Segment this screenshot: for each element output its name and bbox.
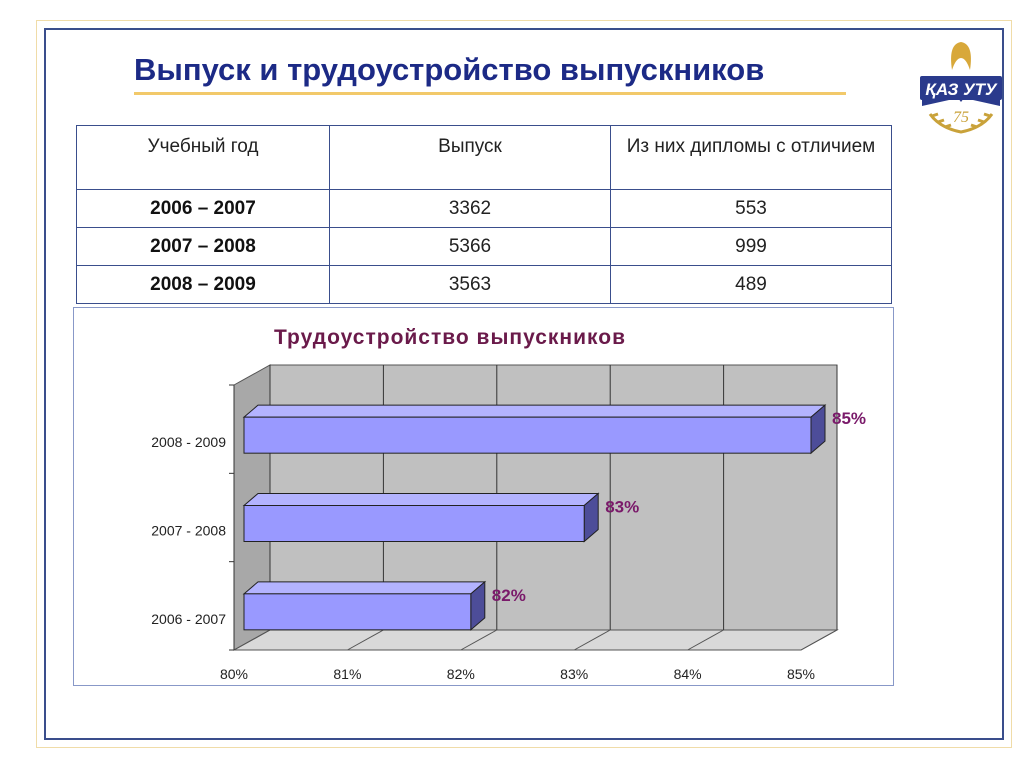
floor-gridline [460,629,498,651]
cell-honors: 489 [610,265,892,304]
chart-floor [232,629,839,651]
floor-gridline [687,629,724,651]
x-tick-label: 85% [787,666,815,682]
logo-text: ҚАЗ УТУ [925,80,997,99]
x-tick-label: 84% [674,666,702,682]
bar [242,404,827,455]
bar-front [243,593,472,631]
cell-graduation: 3563 [329,265,611,304]
floor-gridline [573,629,611,651]
x-tick-label: 82% [447,666,475,682]
bar-top [242,581,487,595]
table-row: 2008 – 2009 3563 489 [76,265,892,304]
inner-frame [44,28,1004,740]
bar-top [242,493,600,506]
chart-title: Трудоустройство выпускников [274,326,626,349]
bar-front [243,505,585,542]
x-tick-label: 81% [333,666,361,682]
data-label: 83% [605,498,639,517]
x-tick-label: 83% [560,666,588,682]
bar [242,580,487,631]
floor-gridline [347,629,384,651]
floor-gridline [800,629,838,651]
cell-year: 2006 – 2007 [76,189,330,228]
bar [242,492,600,543]
table-row: 2006 – 2007 3362 553 [76,189,892,228]
title-underline [134,92,846,95]
cell-honors: 999 [610,227,892,266]
logo-emblem-icon: 75 [920,42,1002,134]
cell-year: 2007 – 2008 [76,227,330,266]
y-category-label: 2008 - 2009 [151,434,226,450]
cell-year: 2008 – 2009 [76,265,330,304]
data-label: 85% [832,409,866,428]
bar-front [243,416,812,454]
cell-graduation: 3362 [329,189,611,228]
logo-badge-number: 75 [953,109,969,126]
cell-graduation: 5366 [329,227,611,266]
university-logo: 75 ҚАЗ УТУ [918,36,1004,140]
bar-top [242,404,827,418]
table-row: 2007 – 2008 5366 999 [76,227,892,266]
graduates-table: Учебный год Выпуск Из них дипломы с отли… [76,125,892,304]
table-header-row: Учебный год Выпуск Из них дипломы с отли… [76,125,892,190]
cell-honors: 553 [610,189,892,228]
header-academic-year: Учебный год [76,125,330,190]
x-tick-label: 80% [220,666,248,682]
y-category-label: 2006 - 2007 [151,611,226,627]
floor-gridline [233,629,271,651]
page-title: Выпуск и трудоустройство выпускников [134,52,765,87]
outer-frame [36,20,1012,748]
header-honors-diplomas: Из них дипломы с отличием [610,125,892,190]
data-label: 82% [492,586,526,605]
y-category-label: 2007 - 2008 [151,523,226,539]
